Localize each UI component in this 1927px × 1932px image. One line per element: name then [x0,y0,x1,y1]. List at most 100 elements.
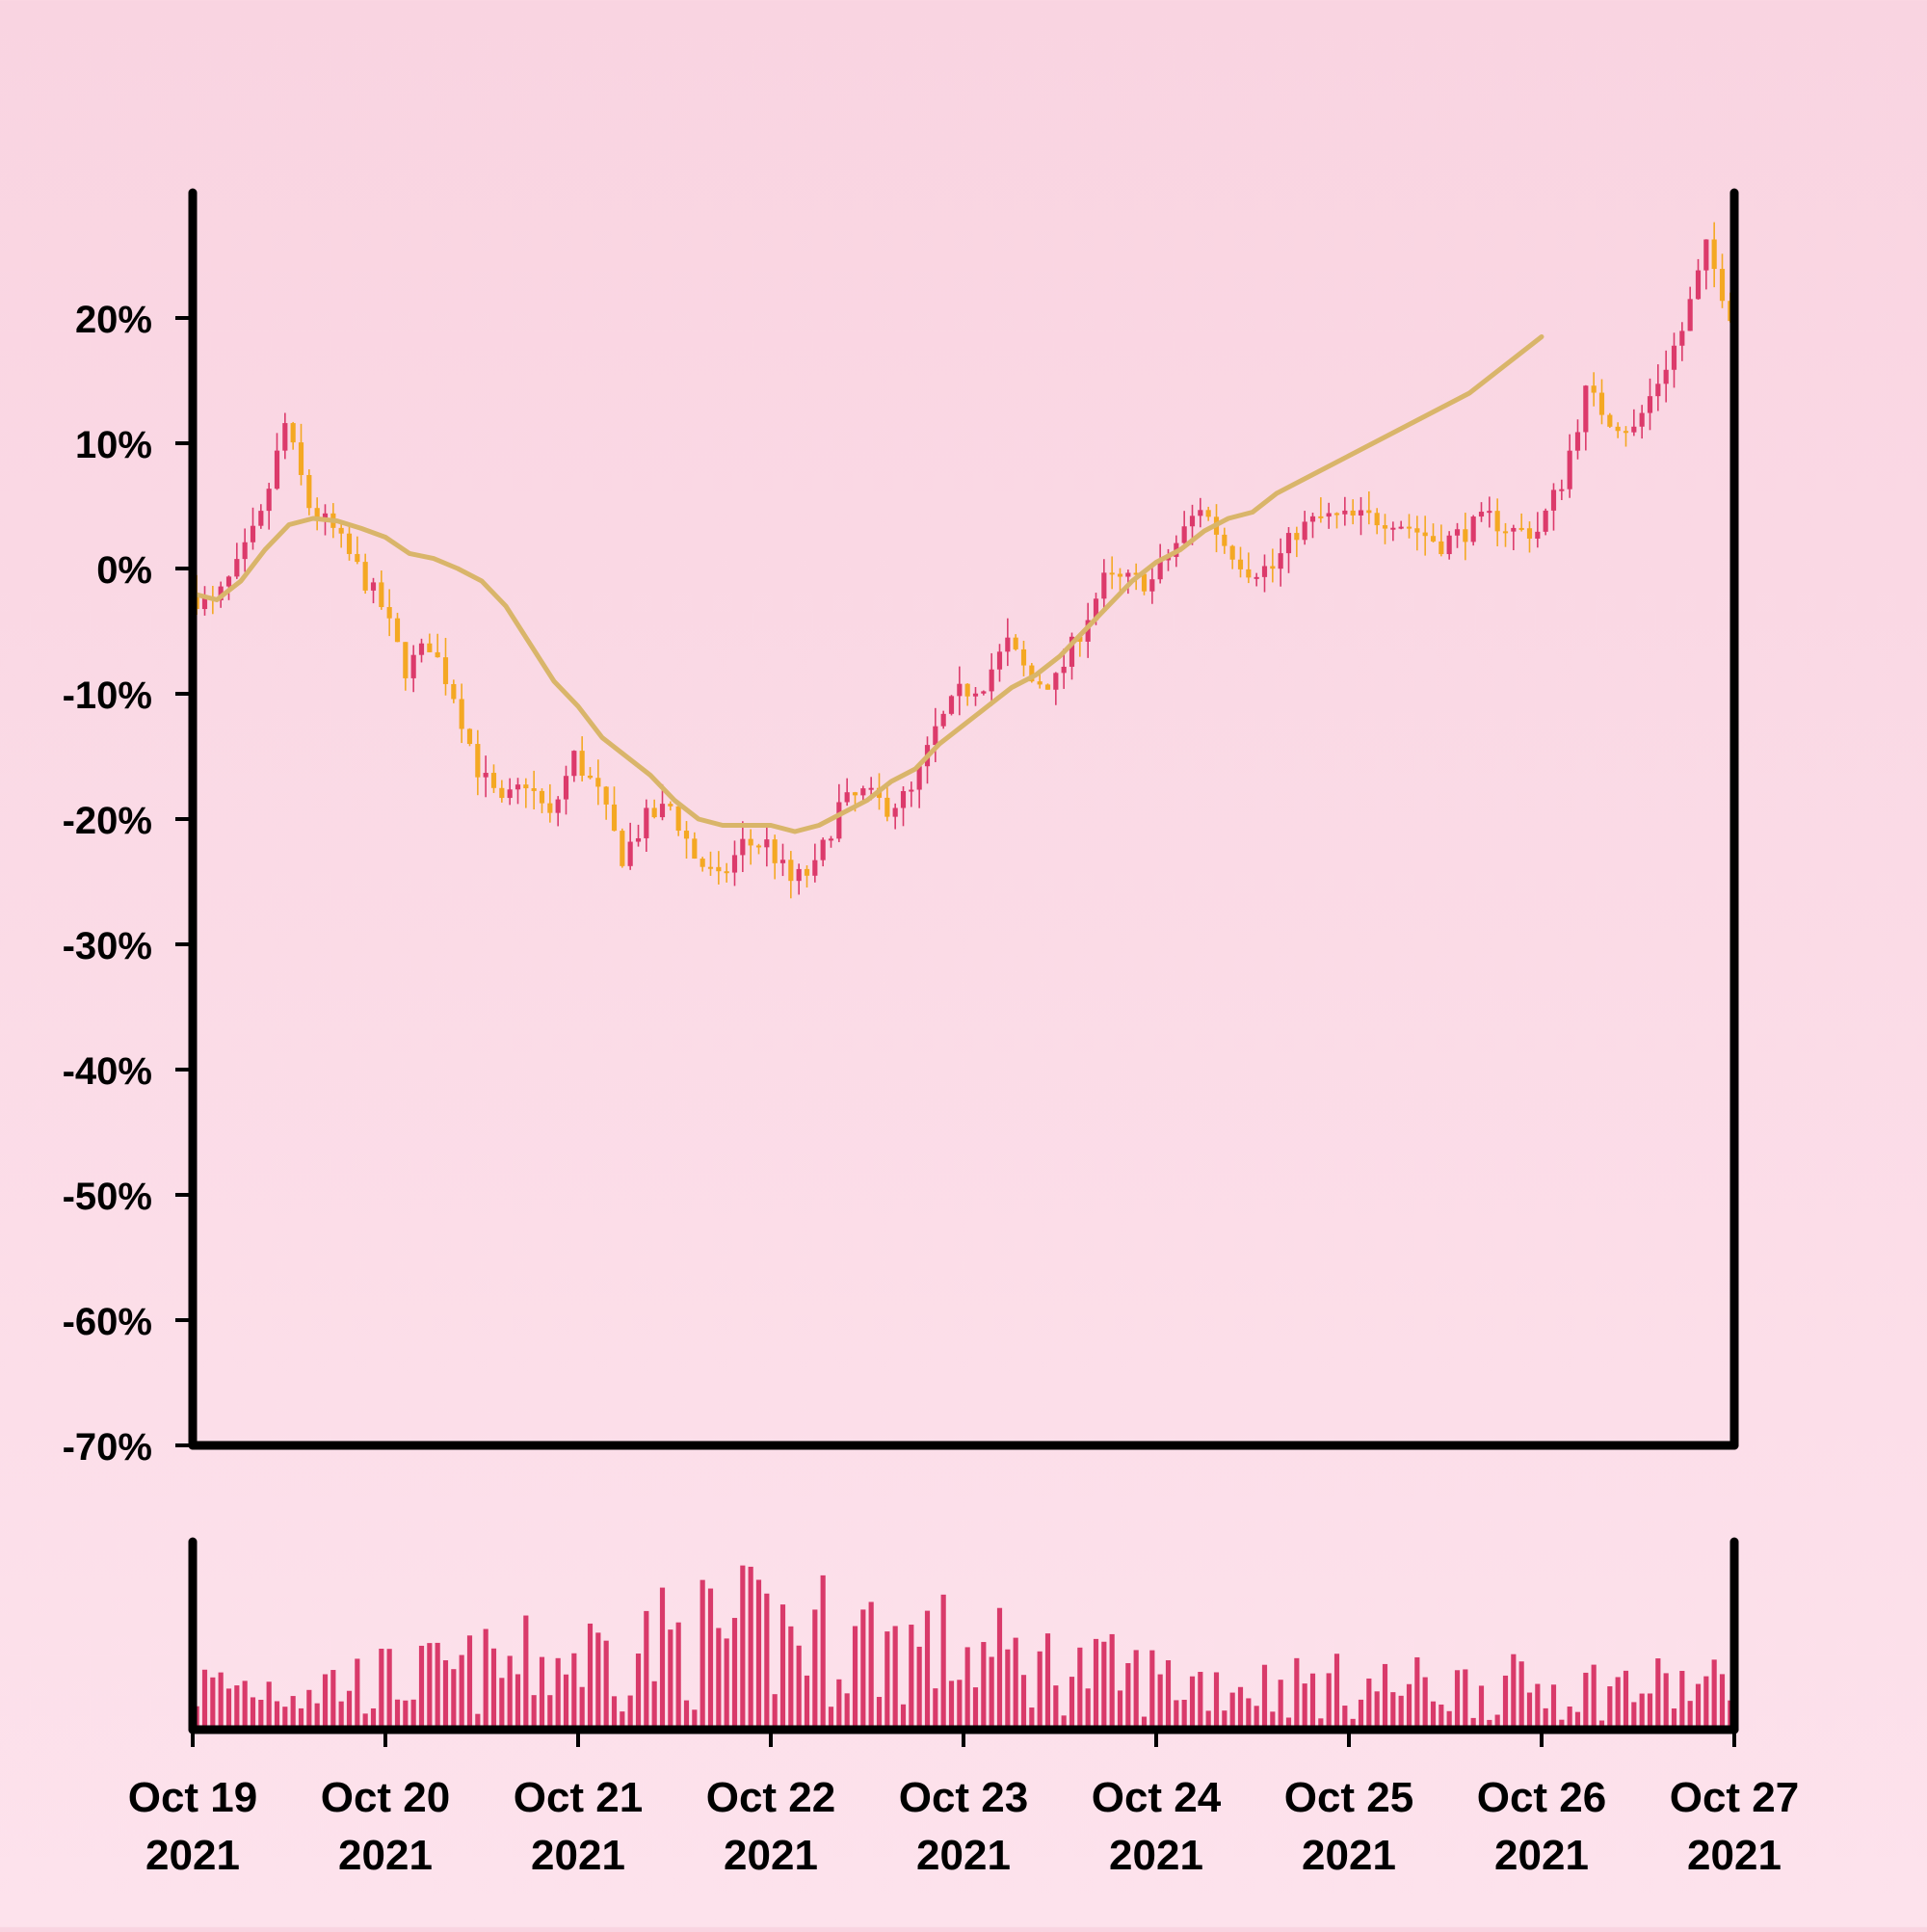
candle-body [1230,546,1235,560]
volume-bar [636,1654,641,1730]
candle-body [1503,531,1508,533]
y-tick-label: -10% [63,675,152,717]
volume-bar [1703,1677,1708,1730]
moving-average-line [193,337,1542,833]
candle-body [1342,511,1347,515]
candle-body [532,788,537,791]
candle-body [1198,510,1202,516]
candle-body [403,642,408,678]
candle-body [1511,528,1516,532]
candle-body [1390,528,1395,530]
candle-body [909,790,913,792]
candle-body [1375,513,1380,525]
volume-bar [1696,1684,1701,1730]
candle-body [773,839,778,863]
volume-bar [234,1685,239,1730]
volume-bar [773,1694,778,1730]
candle-body [1455,529,1460,536]
axes-layer [193,193,1734,1730]
x-tick-label: 2021 [1109,1832,1203,1879]
volume-bar [1640,1694,1645,1730]
candle-body [676,807,681,831]
y-tick-layer: 20%10%0%-10%-20%-30%-40%-50%-60%-70% [63,299,193,1469]
candle-body [1407,527,1412,529]
candle-body [1599,393,1604,415]
candle-body [499,788,504,798]
candle-body [636,838,641,842]
volume-bar [1407,1684,1412,1730]
candle-body [282,423,287,451]
candle-body [1592,385,1597,392]
volume-bar [1616,1677,1621,1730]
volume-bar [1527,1693,1532,1730]
candle-body [1334,514,1339,516]
candle-body [1366,511,1371,514]
candle-body [1544,511,1548,532]
volume-bar [403,1701,408,1730]
volume-bar [780,1604,785,1730]
volume-bar [395,1700,400,1730]
candle-body [1575,432,1580,450]
volume-bar [547,1695,552,1730]
candle-body [1527,528,1532,539]
candle-body [1359,511,1363,516]
candle-body [363,562,368,591]
volume-bar [853,1627,858,1730]
candle-body [1447,536,1452,554]
volume-bar [1511,1654,1516,1730]
volume-bar [1479,1685,1484,1730]
candle-body [1142,574,1147,592]
x-tick-label: 2021 [724,1832,818,1879]
volume-bar [1094,1639,1098,1730]
candle-body [1616,427,1621,431]
candle-body [1399,527,1404,529]
candle-body [1182,526,1187,543]
volume-bar [1279,1680,1283,1730]
candle-body [740,839,745,856]
volume-bar [1648,1693,1652,1730]
candle-body [267,489,272,511]
candle-body [725,871,729,873]
volume-bar [202,1670,207,1730]
candle-body [387,607,392,619]
x-tick-label: Oct 21 [514,1774,644,1821]
candle-body [371,582,376,590]
candle-body [620,831,624,866]
volume-bar [1086,1688,1091,1730]
x-tick-label: Oct 23 [899,1774,1029,1821]
candle-body [1551,490,1556,510]
x-tick-label: 2021 [1302,1832,1396,1879]
volume-bar [1414,1657,1419,1730]
candle-body [467,728,472,744]
volume-bar [1230,1693,1235,1730]
candle-body [1463,529,1467,542]
y-tick-label: -60% [63,1301,152,1343]
candle-body [965,684,970,697]
volume-bar [251,1697,255,1730]
candle-body [700,859,705,867]
volume-bar [1334,1654,1339,1730]
volume-bar [1310,1674,1315,1730]
volume-bar [323,1675,328,1730]
volume-bar [933,1688,937,1730]
candle-body [515,784,520,789]
volume-bar [1664,1673,1669,1730]
candle-body [941,714,946,727]
volume-bar [676,1623,681,1730]
volume-bar [1005,1650,1010,1730]
volume-bar [1720,1674,1725,1730]
candle-body [1495,511,1500,531]
candle-body [540,791,544,804]
candle-body [1014,638,1018,649]
volume-bar [981,1642,986,1730]
candle-body [460,699,464,728]
candle-body [1487,511,1491,513]
volume-bar [1399,1696,1404,1730]
volume-bar [491,1649,496,1730]
x-tick-label: Oct 24 [1092,1774,1222,1821]
candle-body [251,526,255,543]
volume-bar [387,1649,392,1730]
volume-bar [836,1680,841,1730]
candle-body [1414,528,1419,532]
volume-bar [1246,1698,1251,1730]
